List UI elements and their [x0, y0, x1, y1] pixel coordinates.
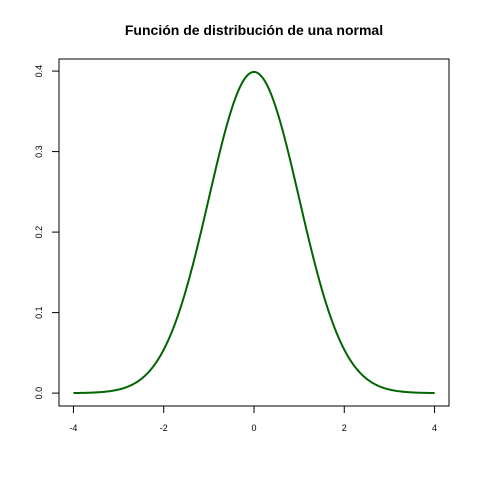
x-tick-label: -4	[69, 423, 77, 433]
y-tick-label: 0.0	[34, 387, 44, 400]
chart-title: Función de distribución de una normal	[125, 22, 383, 38]
y-tick-label: 0.3	[34, 145, 44, 158]
y-tick-label: 0.1	[34, 306, 44, 319]
y-tick-label: 0.4	[34, 65, 44, 78]
x-tick-label: 0	[251, 423, 256, 433]
density-curve	[73, 70, 435, 395]
x-axis: -4 -2 0 2 4	[69, 405, 437, 433]
y-axis: 0.0 0.1 0.2 0.3 0.4	[34, 65, 60, 400]
x-tick-label: 2	[342, 423, 347, 433]
x-tick-label: 4	[432, 423, 437, 433]
x-tick-label: -2	[160, 423, 168, 433]
plot-frame	[58, 58, 450, 407]
y-tick-label: 0.2	[34, 226, 44, 239]
